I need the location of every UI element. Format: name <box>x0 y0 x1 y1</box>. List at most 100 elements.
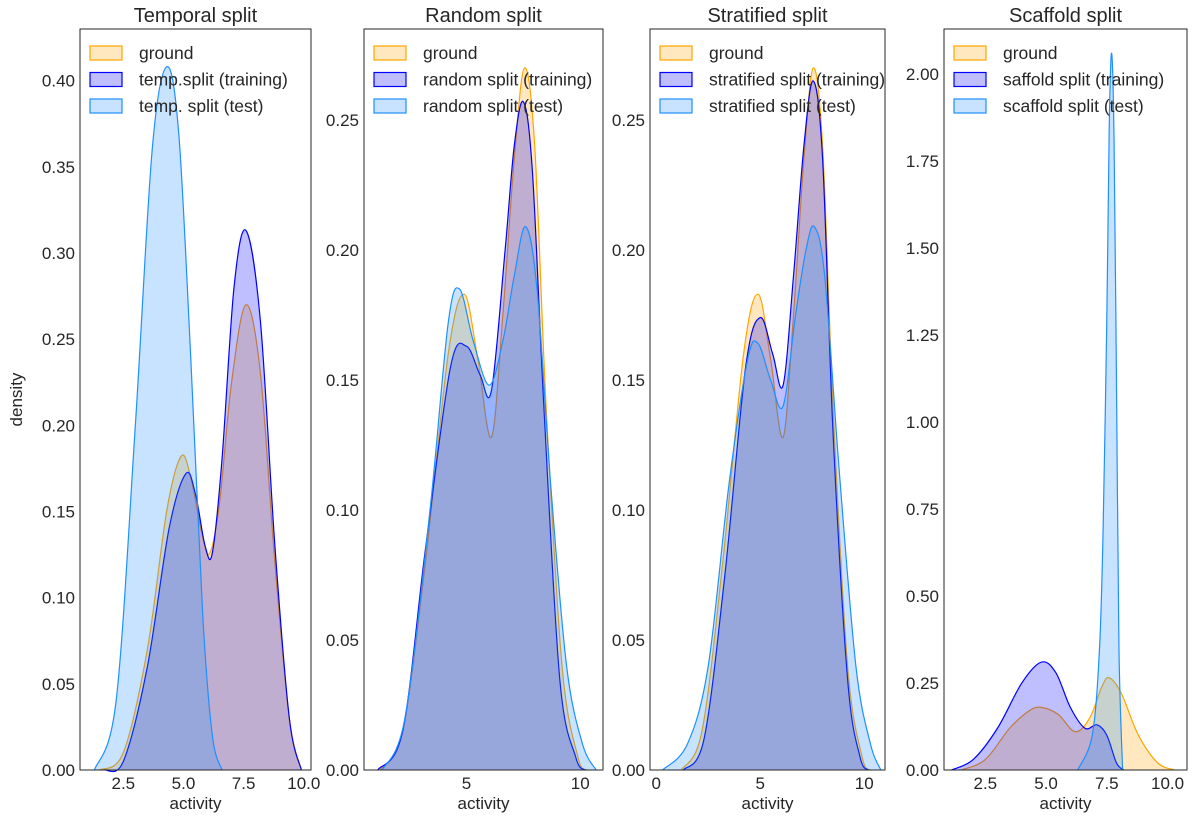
legend-label-training: stratified split (training) <box>709 70 885 90</box>
legend-label-ground: ground <box>139 43 194 63</box>
panel-title: Random split <box>425 5 542 27</box>
x-tick-label: 7.5 <box>232 774 256 793</box>
x-tick-label: 5.0 <box>1034 774 1058 793</box>
x-axis-label: activity <box>1040 794 1092 813</box>
legend-label-training: saffold split (training) <box>1003 70 1164 90</box>
legend-swatch-test <box>659 98 693 114</box>
x-tick-label: 10.0 <box>287 774 320 793</box>
legend: ground random split (training) random spli… <box>373 43 592 116</box>
axes-frame <box>943 28 1188 771</box>
legend-label-test: scaffold split (test) <box>1003 96 1144 116</box>
x-tick-label: 0 <box>652 774 661 793</box>
y-tick-label: 0.15 <box>42 503 75 522</box>
density-line-test <box>93 66 223 771</box>
density-area-test <box>94 66 222 770</box>
density-line-ground <box>680 67 871 771</box>
y-tick-label: 0.00 <box>906 761 939 780</box>
y-tick-label: 0.25 <box>612 111 645 130</box>
legend-swatch-ground <box>89 45 123 61</box>
legend-swatch-training <box>953 71 987 88</box>
y-tick-label: 1.50 <box>906 239 939 258</box>
x-tick-label: 5 <box>462 774 471 793</box>
density-area-test <box>382 226 597 771</box>
y-tick-label: 0.75 <box>906 500 939 519</box>
legend-swatch-test <box>953 98 987 114</box>
density-area-training <box>104 229 302 772</box>
legend-swatch-training <box>373 71 407 88</box>
legend-swatch-training <box>89 71 123 88</box>
y-tick-label: 0.20 <box>326 241 359 260</box>
density-line-test <box>662 225 882 771</box>
legend: ground saffold split (training) scaffold s… <box>953 43 1164 116</box>
y-tick-label: 0.10 <box>326 501 359 520</box>
legend-label-ground: ground <box>709 43 764 63</box>
panel-title: Scaffold split <box>1009 5 1122 27</box>
y-tick-label: 0.00 <box>326 761 359 780</box>
legend-label-ground: ground <box>423 43 478 63</box>
x-axis-label: activity <box>458 794 510 813</box>
x-tick-label: 10 <box>571 774 590 793</box>
y-tick-label: 2.00 <box>906 65 939 84</box>
density-line-test <box>381 225 597 771</box>
density-area-ground <box>681 67 871 770</box>
axes-frame <box>649 28 886 771</box>
y-tick-label: 0.10 <box>612 501 645 520</box>
panel-title: Temporal split <box>134 5 258 27</box>
density-line-training <box>682 80 869 771</box>
y-tick-label: 0.15 <box>326 371 359 390</box>
legend: ground stratified split (training) stratif… <box>659 43 885 116</box>
density-line-ground <box>960 676 1176 771</box>
y-tick-label: 0.50 <box>906 587 939 606</box>
legend-swatch-training <box>659 71 693 88</box>
legend-label-test: random split (test) <box>423 96 563 116</box>
legend-swatch-ground <box>373 45 407 61</box>
legend-swatch-test <box>89 98 123 114</box>
x-tick-label: 5.0 <box>172 774 196 793</box>
y-tick-label: 1.75 <box>906 152 939 171</box>
y-tick-label: 0.20 <box>612 241 645 260</box>
y-tick-label: 0.15 <box>612 371 645 390</box>
density-area-ground <box>379 67 588 770</box>
y-tick-label: 0.20 <box>42 416 75 435</box>
plot-area <box>944 29 1187 770</box>
density-area-test <box>662 225 881 771</box>
legend: ground temp.split (training) temp. split (… <box>89 43 288 116</box>
y-tick-label: 0.25 <box>326 111 359 130</box>
y-tick-label: 0.25 <box>906 674 939 693</box>
x-tick-label: 7.5 <box>1095 774 1119 793</box>
legend-swatch-test <box>373 98 407 114</box>
density-area-test <box>1077 53 1123 771</box>
x-tick-label: 2.5 <box>973 774 997 793</box>
plot-area <box>80 29 311 770</box>
density-area-training <box>951 661 1124 770</box>
x-tick-label: 10.0 <box>1151 774 1184 793</box>
y-axis-label: density <box>7 372 26 426</box>
y-tick-label: 0.10 <box>42 589 75 608</box>
density-line-test <box>1077 52 1124 771</box>
axes-frame <box>363 28 604 771</box>
legend-label-training: temp.split (training) <box>139 70 288 90</box>
x-tick-label: 2.5 <box>111 774 135 793</box>
y-tick-label: 0.35 <box>42 158 75 177</box>
y-tick-label: 0.25 <box>42 330 75 349</box>
panel-1: Temporal split 2.5 5.0 7.5 10.0 0.00 0.05 0.10 0… <box>7 5 320 813</box>
x-tick-label: 10 <box>855 774 874 793</box>
legend-label-training: random split (training) <box>423 70 592 90</box>
panel-3: Stratified split 0 5 10 0.00 0.05 0.10 0.15 0.20… <box>612 5 886 813</box>
legend-swatch-ground <box>953 45 987 61</box>
legend-label-test: stratified split (test) <box>709 96 856 116</box>
density-line-training <box>951 661 1125 771</box>
y-tick-label: 0.05 <box>612 631 645 650</box>
legend-label-ground: ground <box>1003 43 1058 63</box>
y-tick-label: 1.25 <box>906 326 939 345</box>
legend-swatch-ground <box>659 45 693 61</box>
panel-title: Stratified split <box>707 5 827 27</box>
x-axis-label: activity <box>170 794 222 813</box>
y-tick-label: 0.05 <box>42 675 75 694</box>
panel-2: Random split 5 10 0.00 0.05 0.10 0.15 0.20 0.25 a… <box>326 5 604 813</box>
x-tick-label: 5 <box>755 774 764 793</box>
legend-label-test: temp. split (test) <box>139 96 263 116</box>
x-axis-label: activity <box>742 794 794 813</box>
y-tick-label: 0.05 <box>326 631 359 650</box>
